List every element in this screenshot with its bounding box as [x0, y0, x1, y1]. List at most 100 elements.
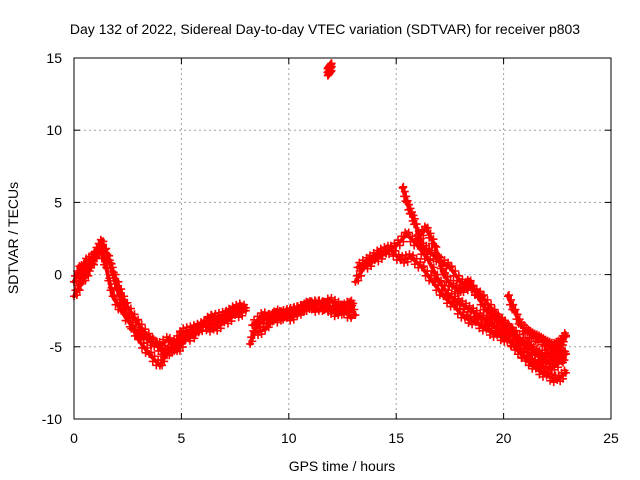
data-point — [248, 337, 257, 346]
x-tick-label: 10 — [281, 430, 297, 446]
data-point — [496, 336, 505, 345]
data-point — [286, 316, 295, 325]
data-point — [339, 309, 348, 318]
data-point — [351, 311, 360, 320]
data-point — [385, 244, 394, 253]
data-point — [429, 235, 438, 244]
data-point — [266, 313, 275, 322]
data-point — [462, 311, 471, 320]
data-point — [134, 335, 143, 344]
data-point — [115, 288, 124, 297]
data-point — [284, 309, 293, 318]
data-point — [504, 291, 513, 300]
y-tick-label: 15 — [46, 50, 62, 66]
data-point — [296, 310, 305, 319]
data-point — [547, 370, 556, 379]
data-point — [108, 263, 117, 272]
series-track-j — [413, 222, 570, 362]
data-point — [182, 323, 191, 332]
data-point — [451, 266, 460, 275]
data-point — [434, 281, 443, 290]
x-tick-label: 5 — [178, 430, 186, 446]
series-track-k — [503, 291, 570, 354]
y-axis-label: SDTVAR / TECUs — [5, 182, 21, 294]
data-point — [465, 277, 474, 286]
data-point — [125, 308, 134, 317]
data-point — [430, 241, 439, 250]
data-point — [398, 252, 407, 261]
data-point — [111, 270, 120, 279]
data-point — [432, 242, 441, 251]
data-point — [454, 271, 463, 280]
data-point — [466, 312, 475, 321]
data-point — [490, 305, 499, 314]
data-point — [119, 306, 128, 315]
x-axis-label: GPS time / hours — [289, 458, 396, 474]
data-point — [76, 279, 85, 288]
x-tick-label: 25 — [603, 430, 619, 446]
series-track-h — [353, 241, 570, 376]
data-point — [408, 232, 417, 241]
data-point — [189, 321, 198, 330]
data-point — [399, 237, 408, 246]
data-point — [179, 324, 188, 333]
data-point — [336, 302, 345, 311]
data-point — [389, 252, 398, 261]
data-point — [508, 328, 517, 337]
data-point — [546, 352, 555, 361]
data-point — [553, 344, 562, 353]
data-point — [364, 256, 373, 265]
y-tick-label: 0 — [54, 267, 62, 283]
data-point — [120, 292, 129, 301]
data-point — [549, 358, 558, 367]
data-point — [160, 357, 169, 366]
data-point — [435, 252, 444, 261]
data-point — [190, 334, 199, 343]
x-tick-label: 0 — [70, 430, 78, 446]
data-point — [233, 307, 242, 316]
data-point — [238, 311, 247, 320]
data-point — [475, 291, 484, 300]
data-point — [145, 350, 154, 359]
data-point — [546, 359, 555, 368]
data-point — [403, 257, 412, 266]
data-point — [105, 256, 114, 265]
data-point — [288, 308, 297, 317]
data-point — [345, 308, 354, 317]
data-point — [178, 343, 187, 352]
data-point — [397, 232, 406, 241]
data-point — [141, 325, 150, 334]
data-point — [160, 341, 169, 350]
data-point — [232, 300, 241, 309]
data-point — [332, 304, 341, 313]
data-point — [450, 302, 459, 311]
data-point — [378, 251, 387, 260]
data-point — [137, 320, 146, 329]
data-point — [173, 331, 182, 340]
data-point — [438, 262, 447, 271]
data-point — [561, 331, 570, 340]
data-point — [539, 366, 548, 375]
data-point — [511, 305, 520, 314]
data-point — [395, 241, 404, 250]
data-point — [402, 230, 411, 239]
data-point — [322, 303, 331, 312]
data-point — [437, 286, 446, 295]
data-point — [279, 315, 288, 324]
data-point — [439, 270, 448, 279]
y-tick-label: 5 — [54, 194, 62, 210]
data-point — [376, 244, 385, 253]
data-point — [117, 285, 126, 294]
data-point — [546, 376, 555, 385]
data-point — [101, 245, 110, 254]
data-point — [228, 302, 237, 311]
data-point — [241, 306, 250, 315]
data-point — [295, 305, 304, 314]
data-point — [123, 312, 132, 321]
data-point — [252, 324, 261, 333]
data-point — [230, 308, 239, 317]
data-point — [194, 328, 203, 337]
data-point — [214, 312, 223, 321]
data-point — [216, 324, 225, 333]
